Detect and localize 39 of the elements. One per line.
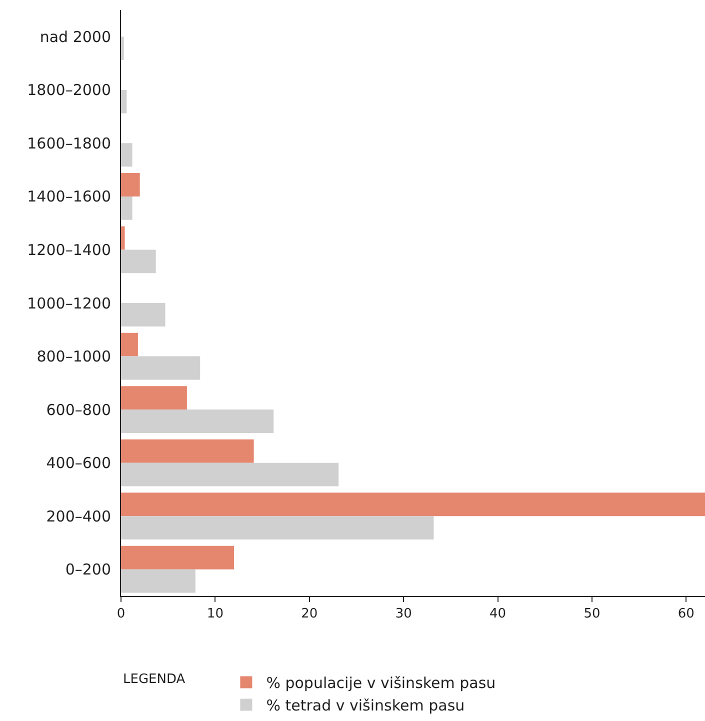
bar [121,173,140,196]
y-tick-label: nad 2000 [40,28,111,46]
x-tick-label: 20 [301,606,318,622]
bar [121,143,132,167]
bar [121,386,187,410]
y-tick-label: 600–800 [46,400,111,419]
legend-label: % populacije v višinskem pasu [266,674,496,692]
bar [121,569,196,593]
x-tick-label: 40 [489,606,506,622]
y-tick-label: 1000–1200 [27,294,111,312]
bar [121,410,274,433]
bar [121,226,125,250]
bar [121,196,132,220]
bar [121,36,124,60]
y-tick-label: 1200–1400 [27,240,111,259]
y-tick-label: 1400–1600 [27,188,111,206]
legend-label: % tetrad v višinskem pasu [266,696,465,715]
legend-title: LEGENDA [123,672,218,687]
bar [121,303,166,326]
y-tick-label: 200–400 [46,507,111,526]
y-tick-label: 0–200 [65,560,111,579]
bar [121,90,127,114]
y-tick-label: 1800–2000 [27,81,111,100]
bar [121,332,138,356]
y-tick-label: 1600–1800 [27,134,111,152]
bar [121,462,339,486]
x-tick-label: 50 [584,606,600,622]
x-tick-label: 10 [206,606,224,622]
y-tick-label: 800–1000 [36,348,111,366]
bar [121,492,705,516]
bar [121,439,254,463]
x-tick-label: 0 [116,606,126,622]
bar [121,546,234,570]
bar [121,516,434,540]
bar [121,250,156,274]
x-tick-label: 60 [678,606,694,622]
bar [121,356,200,380]
y-tick-label: 400–600 [46,454,111,472]
x-tick-label: 30 [395,606,412,622]
